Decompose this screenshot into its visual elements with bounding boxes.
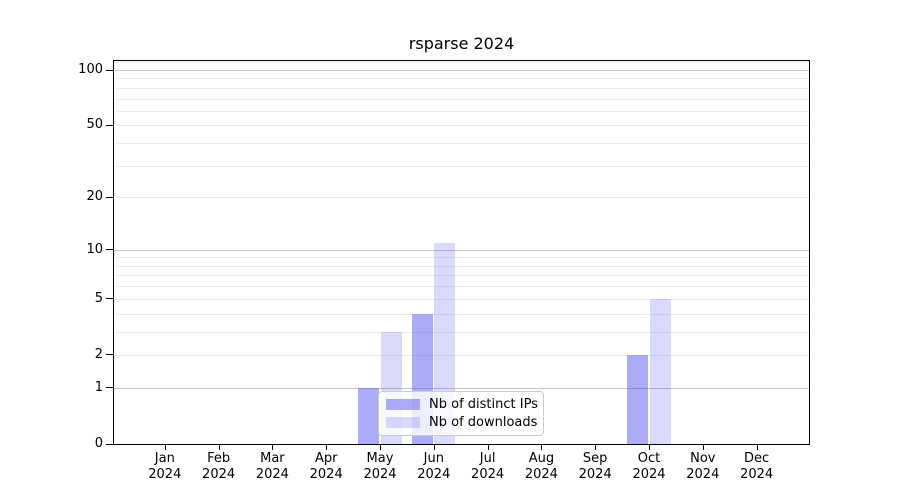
y-gridline-minor-50 (114, 125, 809, 127)
y-tick-label-10: 10 (86, 241, 103, 257)
x-tick-mark-aug (541, 445, 543, 450)
x-tick-year-apr: 2024 (309, 467, 343, 482)
legend-swatch-downloads (386, 417, 420, 428)
legend-entry-distinct-ips: Nb of distinct IPs (386, 397, 538, 412)
y-gridline-major-10 (114, 249, 809, 251)
x-tick-year-nov: 2024 (686, 467, 720, 482)
y-gridline-minor-60 (114, 110, 809, 112)
x-tick-mark-jan (164, 445, 166, 450)
x-tick-label-sep: Sep 2024 (565, 451, 625, 483)
x-tick-month-may: May (366, 451, 394, 466)
x-tick-label-apr: Apr 2024 (296, 451, 356, 483)
x-tick-year-feb: 2024 (202, 467, 236, 482)
bar-nb-of-distinct-ips-may (358, 387, 380, 444)
y-gridline-minor-90 (114, 78, 809, 80)
x-tick-label-may: May 2024 (350, 451, 410, 483)
y-tick-label-2: 2 (94, 346, 103, 362)
legend-entry-downloads: Nb of downloads (386, 415, 538, 430)
y-gridline-minor-6 (114, 286, 809, 288)
x-tick-label-aug: Aug 2024 (511, 451, 571, 483)
y-tick-label-0: 0 (94, 436, 103, 451)
x-tick-label-oct: Oct 2024 (619, 451, 679, 483)
y-tick-mark-100 (106, 69, 113, 71)
x-tick-mark-feb (218, 445, 220, 450)
legend: Nb of distinct IPs Nb of downloads (378, 391, 544, 436)
y-tick-mark-50 (106, 124, 113, 126)
y-tick-label-20: 20 (86, 189, 103, 205)
plot-area (113, 60, 810, 445)
y-gridline-minor-3 (114, 331, 809, 333)
y-gridline-major-100 (114, 70, 809, 71)
x-tick-mark-jun (433, 445, 435, 450)
x-tick-label-jun: Jun 2024 (404, 451, 464, 483)
x-tick-month-nov: Nov (690, 451, 716, 466)
y-gridline-minor-5 (114, 298, 809, 300)
y-tick-label-1: 1 (94, 379, 103, 395)
y-gridline-minor-110 (114, 62, 809, 64)
y-gridline-minor-40 (114, 143, 809, 145)
y-gridline-minor-4 (114, 313, 809, 315)
x-tick-mark-mar (272, 445, 274, 450)
y-gridline-minor-9 (114, 257, 809, 259)
y-gridline-minor-30 (114, 165, 809, 167)
x-tick-month-aug: Aug (528, 451, 555, 466)
y-tick-mark-0 (106, 443, 113, 445)
x-tick-label-jan: Jan 2024 (135, 451, 195, 483)
x-tick-mark-nov (702, 445, 704, 450)
x-tick-month-apr: Apr (314, 451, 338, 466)
x-tick-year-mar: 2024 (255, 467, 289, 482)
y-tick-label-50: 50 (86, 117, 103, 133)
x-tick-mark-jul (487, 445, 489, 450)
x-tick-mark-sep (595, 445, 597, 450)
x-tick-year-jun: 2024 (417, 467, 451, 482)
y-gridline-minor-70 (114, 98, 809, 100)
x-tick-month-jun: Jun (423, 451, 444, 466)
y-gridline-minor-2 (114, 354, 809, 356)
bar-nb-of-distinct-ips-oct (627, 354, 649, 444)
y-tick-mark-10 (106, 249, 113, 251)
y-gridline-minor-20 (114, 197, 809, 199)
x-tick-month-jul: Jul (479, 451, 496, 466)
y-gridline-minor-80 (114, 87, 809, 89)
y-gridline-minor-8 (114, 265, 809, 267)
bar-nb-of-downloads-oct (649, 298, 671, 444)
x-tick-year-jul: 2024 (471, 467, 505, 482)
x-tick-label-jul: Jul 2024 (458, 451, 518, 483)
chart-title: rsparse 2024 (408, 34, 515, 53)
x-tick-month-dec: Dec (744, 451, 770, 466)
x-tick-mark-oct (649, 445, 650, 450)
x-tick-year-sep: 2024 (578, 467, 612, 482)
x-tick-month-mar: Mar (260, 451, 285, 466)
x-tick-label-mar: Mar 2024 (242, 451, 302, 483)
x-tick-month-jan: Jan (154, 451, 175, 466)
y-tick-mark-2 (106, 354, 113, 356)
x-tick-mark-apr (326, 445, 328, 450)
x-tick-label-nov: Nov 2024 (673, 451, 733, 483)
x-tick-mark-dec (756, 445, 758, 450)
x-tick-year-may: 2024 (363, 467, 397, 482)
y-gridline-major-1 (114, 387, 809, 389)
y-tick-label-100: 100 (78, 62, 103, 77)
y-gridline-minor-7 (114, 275, 809, 277)
y-tick-mark-5 (106, 298, 113, 300)
x-tick-year-aug: 2024 (524, 467, 558, 482)
legend-label-downloads: Nb of downloads (429, 415, 538, 430)
x-tick-year-jan: 2024 (148, 467, 182, 482)
legend-label-distinct-ips: Nb of distinct IPs (429, 397, 538, 412)
x-tick-label-dec: Dec 2024 (727, 451, 787, 483)
x-tick-mark-may (380, 445, 381, 450)
x-tick-year-dec: 2024 (740, 467, 774, 482)
x-tick-year-oct: 2024 (632, 467, 666, 482)
legend-swatch-distinct-ips (386, 399, 420, 410)
x-tick-label-feb: Feb 2024 (189, 451, 249, 483)
y-tick-mark-20 (106, 196, 113, 198)
x-tick-month-sep: Sep (582, 451, 608, 466)
y-tick-label-5: 5 (94, 290, 103, 306)
y-tick-mark-1 (106, 387, 113, 389)
x-tick-month-feb: Feb (207, 451, 231, 466)
x-tick-month-oct: Oct (637, 451, 661, 466)
